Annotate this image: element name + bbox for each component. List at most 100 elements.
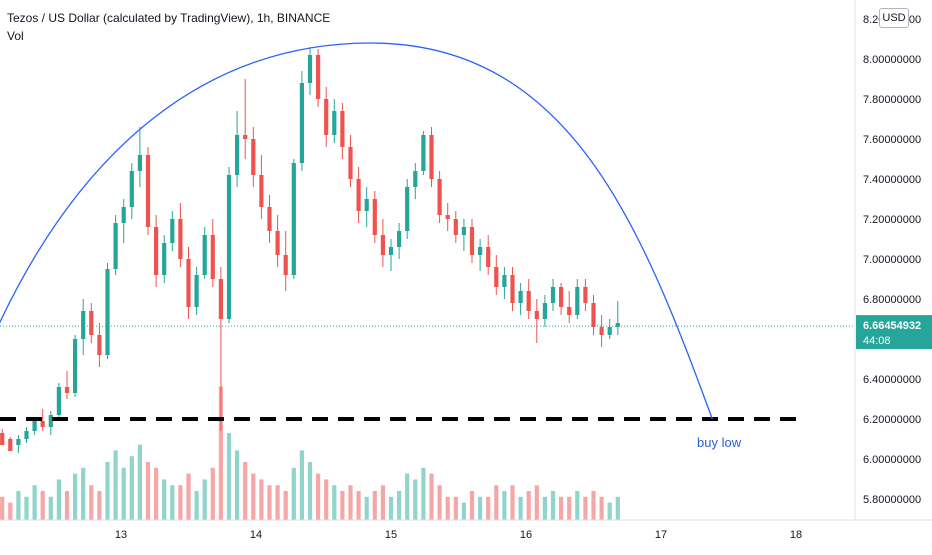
candle-body [137, 155, 142, 171]
x-tick-label: 14 [250, 529, 262, 541]
volume-bar [0, 496, 5, 520]
volume-bar [162, 479, 167, 520]
candle-body [518, 291, 523, 303]
volume-bar [478, 496, 483, 520]
candle-body [105, 269, 110, 355]
candle-body [575, 287, 580, 315]
candle-body [16, 439, 21, 445]
overlays: buy low [0, 42, 855, 450]
volume-bar [154, 467, 159, 520]
candle-body [534, 311, 539, 319]
volume-bar [32, 485, 37, 520]
candle-body [615, 323, 620, 327]
volume-bar [502, 491, 507, 520]
y-tick-label: 6.80000000 [863, 294, 921, 306]
candle-body [599, 327, 604, 335]
volume-bar [283, 491, 288, 520]
candle-body [291, 163, 296, 275]
y-tick-label: 7.20000000 [863, 214, 921, 226]
volume-bar [486, 496, 491, 520]
y-tick-label: 6.20000000 [863, 414, 921, 426]
candle-body [405, 187, 410, 231]
candle-body [340, 111, 345, 147]
y-tick-label: 7.80000000 [863, 94, 921, 106]
price-badge: 6.66454932 44:08 [856, 315, 932, 350]
volume-bar [469, 491, 475, 520]
volume-bar [429, 473, 434, 520]
y-tick-label: 8.00000000 [863, 54, 921, 66]
candle-body [510, 275, 515, 303]
candle-body [170, 219, 175, 243]
x-tick-label: 18 [790, 529, 802, 541]
candle-body [194, 275, 199, 307]
volume-bar [575, 491, 580, 520]
candle-body [251, 139, 256, 175]
price-badge-countdown: 44:08 [863, 335, 891, 347]
title-block: Tezos / US Dollar (calculated by Trading… [7, 9, 330, 45]
volume-bar [591, 491, 596, 520]
price-axis: 8.200000008.000000007.800000007.60000000… [0, 0, 932, 521]
volume-bar [251, 473, 256, 520]
volume-bar [567, 496, 572, 520]
volume-bar [56, 479, 61, 520]
candle-body [283, 255, 288, 275]
candle-body [567, 307, 572, 315]
candle-body [145, 155, 151, 227]
candle-body [40, 421, 45, 427]
volume-bar [105, 462, 110, 520]
candle-body [154, 227, 159, 275]
currency-button[interactable]: USD [879, 8, 909, 28]
volume-bar [445, 496, 450, 520]
volume-bar [307, 462, 313, 520]
candle-body [607, 327, 612, 335]
volume-bar [145, 462, 151, 520]
candle-body [380, 235, 385, 255]
x-tick-label: 17 [655, 529, 667, 541]
x-tick-label: 13 [115, 529, 127, 541]
volume-bar [218, 386, 223, 520]
candle-body [24, 431, 29, 439]
volume-bar [534, 485, 539, 520]
time-axis: 13 14 15 16 17 18 [115, 529, 802, 541]
volume-bar [275, 485, 280, 520]
volume-bar [194, 491, 199, 520]
volume-bar [599, 496, 604, 520]
volume-bar [607, 502, 612, 520]
y-tick-label: 6.40000000 [863, 374, 921, 386]
volume-bar [202, 479, 207, 520]
candle-body [526, 291, 531, 311]
candle-body [559, 287, 564, 307]
candle-body [113, 223, 118, 269]
volume-bar [518, 496, 523, 520]
volume-bar [170, 485, 175, 520]
volume-bar [324, 479, 329, 520]
volume-bar [510, 485, 515, 520]
candle-body [121, 207, 126, 223]
y-tick-label: 7.00000000 [863, 254, 921, 266]
candle-body [64, 387, 70, 393]
candle-body [388, 247, 394, 255]
candle-body [372, 199, 377, 235]
candle-body [421, 135, 426, 171]
candle-body [550, 287, 556, 303]
candle-body [348, 147, 353, 179]
volume-bar [210, 467, 215, 520]
volume-bar [226, 433, 232, 520]
candle-body [356, 179, 361, 211]
candle-body [259, 175, 264, 207]
volume-bar [421, 467, 426, 520]
volume-bar [89, 485, 94, 520]
volume-bar [235, 450, 240, 520]
candle-body [502, 275, 507, 287]
volume-bar [372, 491, 377, 520]
buy-low-annotation: buy low [697, 435, 742, 450]
x-tick-label: 16 [520, 529, 532, 541]
candle-body [186, 259, 191, 307]
candle-body [397, 231, 402, 247]
volume-bar [364, 496, 369, 520]
candle-body [413, 171, 418, 187]
volume-bar [332, 485, 337, 520]
volume-bar [615, 496, 620, 520]
candle-body [8, 439, 13, 451]
